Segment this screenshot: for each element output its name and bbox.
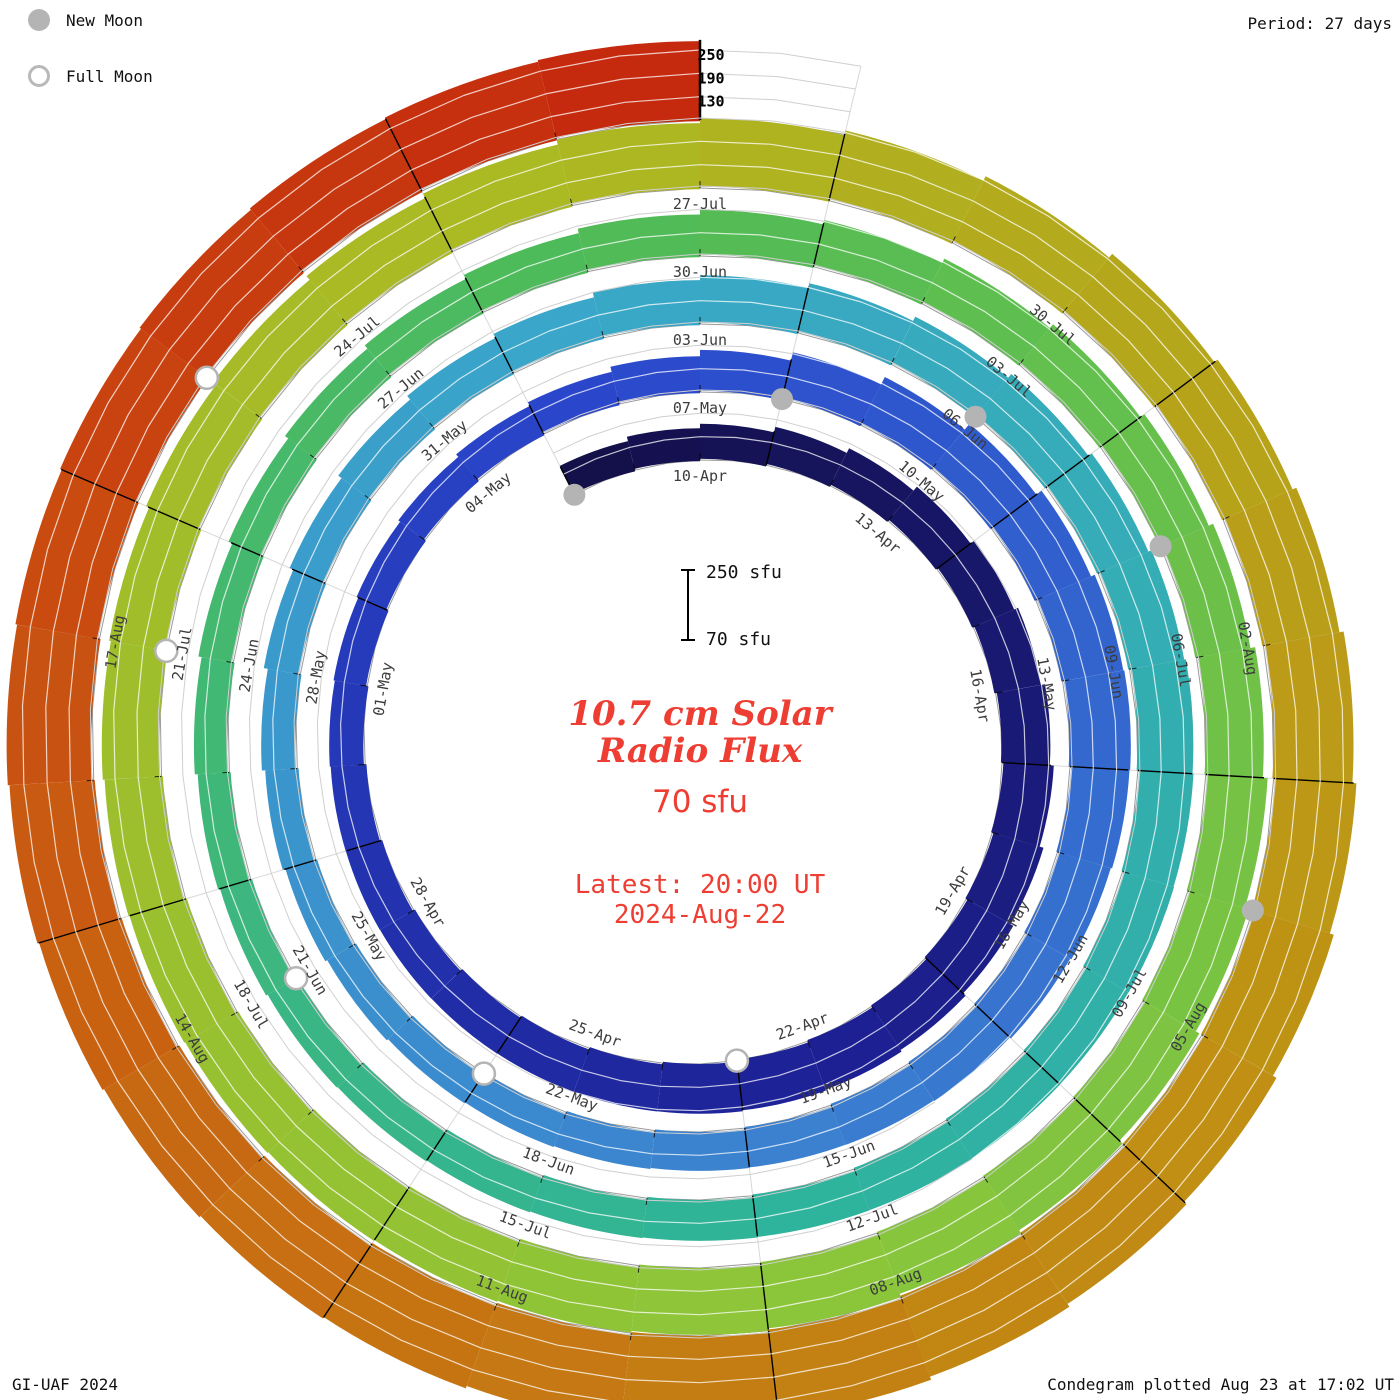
svg-text:250: 250 — [697, 46, 724, 64]
period-label: Period: 27 days — [1247, 14, 1393, 33]
svg-text:28-May: 28-May — [302, 649, 329, 705]
svg-text:24-Jun: 24-Jun — [236, 637, 263, 693]
full-moon-icon — [28, 65, 50, 87]
legend-full-moon: Full Moon — [28, 64, 153, 88]
svg-text:250 sfu: 250 sfu — [706, 562, 782, 583]
svg-text:190: 190 — [697, 69, 724, 87]
moon-legend: New Moon Full Moon — [28, 8, 153, 120]
legend-new-moon: New Moon — [28, 8, 153, 32]
svg-text:27-Jul: 27-Jul — [673, 195, 727, 213]
svg-text:130: 130 — [697, 93, 724, 111]
svg-text:70 sfu: 70 sfu — [706, 629, 771, 650]
svg-text:16-Apr: 16-Apr — [966, 667, 993, 723]
svg-text:07-May: 07-May — [673, 399, 727, 417]
svg-text:21-Jul: 21-Jul — [169, 625, 196, 681]
credit-label: GI-UAF 2024 — [12, 1375, 118, 1394]
svg-text:30-Jun: 30-Jun — [673, 263, 727, 281]
new-moon-icon — [28, 9, 50, 31]
svg-text:10-Apr: 10-Apr — [673, 467, 727, 485]
legend-new-moon-label: New Moon — [66, 10, 144, 30]
svg-text:01-May: 01-May — [369, 661, 396, 717]
legend-full-moon-label: Full Moon — [66, 66, 153, 86]
svg-text:03-Jun: 03-Jun — [673, 331, 727, 349]
plotted-label: Condegram plotted Aug 23 at 17:02 UT — [1047, 1375, 1394, 1394]
